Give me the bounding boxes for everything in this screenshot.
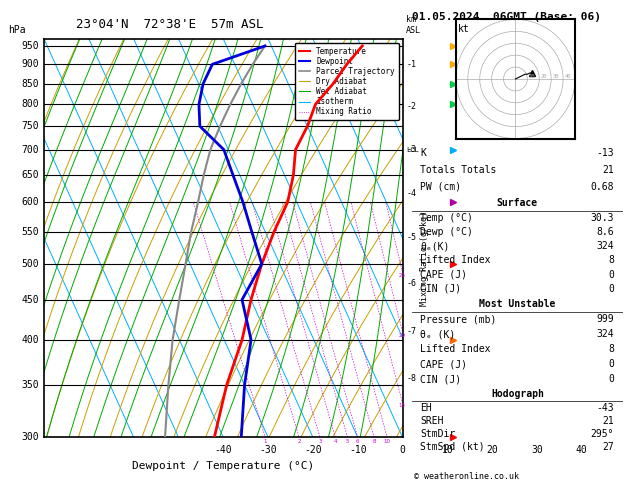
Text: 8: 8 [608,255,615,265]
Text: Dewpoint / Temperature (°C): Dewpoint / Temperature (°C) [132,461,314,471]
Text: 30: 30 [531,445,543,455]
Text: 20: 20 [486,445,498,455]
Text: 15: 15 [399,403,406,408]
Text: 850: 850 [21,79,38,89]
Text: 0: 0 [608,374,615,384]
Text: CAPE (J): CAPE (J) [420,359,467,369]
Text: 10: 10 [384,439,391,444]
Text: 350: 350 [21,380,38,390]
Text: 450: 450 [21,295,38,305]
Text: -2: -2 [406,102,416,111]
Text: Totals Totals: Totals Totals [420,165,497,175]
Text: K: K [420,148,426,158]
Text: 40: 40 [576,445,587,455]
Text: 20: 20 [399,333,406,338]
Text: 40: 40 [564,74,571,79]
Text: -4: -4 [406,189,416,198]
Text: -40: -40 [214,445,232,455]
Text: Pressure (mb): Pressure (mb) [420,314,497,325]
Text: CAPE (J): CAPE (J) [420,270,467,279]
Text: -5: -5 [406,233,416,243]
Text: 0: 0 [608,270,615,279]
Text: 10: 10 [442,445,454,455]
Text: Most Unstable: Most Unstable [479,299,555,310]
Text: 600: 600 [21,197,38,207]
Text: kt: kt [459,24,470,34]
Text: 23°04'N  72°38'E  57m ASL: 23°04'N 72°38'E 57m ASL [75,18,264,31]
Text: 3: 3 [318,439,322,444]
Text: 6: 6 [356,439,359,444]
Text: CIN (J): CIN (J) [420,284,462,294]
Text: 295°: 295° [591,429,615,439]
Text: 8: 8 [608,345,615,354]
Text: LCL: LCL [406,147,419,154]
Text: Mixing Ratio (g/kg): Mixing Ratio (g/kg) [420,210,428,306]
Text: 324: 324 [597,241,615,251]
Text: 2: 2 [298,439,301,444]
Text: -20: -20 [304,445,322,455]
Text: 300: 300 [21,433,38,442]
Text: © weatheronline.co.uk: © weatheronline.co.uk [414,472,519,481]
Text: 700: 700 [21,145,38,155]
Text: 400: 400 [21,335,38,345]
Text: 750: 750 [21,121,38,131]
Text: θₑ(K): θₑ(K) [420,241,450,251]
Text: -30: -30 [259,445,277,455]
Text: -6: -6 [406,279,416,288]
Text: 950: 950 [21,41,38,51]
Text: 800: 800 [21,99,38,109]
Text: 8.6: 8.6 [597,227,615,237]
Text: 900: 900 [21,59,38,69]
Text: hPa: hPa [8,25,26,35]
Text: 30.3: 30.3 [591,213,615,223]
Text: 21: 21 [603,416,615,426]
Text: 8: 8 [372,439,376,444]
Text: 5: 5 [346,439,349,444]
Text: 10: 10 [528,74,535,79]
Text: -43: -43 [597,402,615,413]
Text: Hodograph: Hodograph [491,389,544,399]
Text: Surface: Surface [497,198,538,208]
Text: Temp (°C): Temp (°C) [420,213,473,223]
Text: StmDir: StmDir [420,429,455,439]
Text: 25: 25 [399,273,406,278]
Text: -10: -10 [349,445,367,455]
Text: Lifted Index: Lifted Index [420,255,491,265]
Legend: Temperature, Dewpoint, Parcel Trajectory, Dry Adiabat, Wet Adiabat, Isotherm, Mi: Temperature, Dewpoint, Parcel Trajectory… [295,43,399,120]
Text: Dewp (°C): Dewp (°C) [420,227,473,237]
Text: 0: 0 [608,284,615,294]
Text: -13: -13 [597,148,615,158]
Text: -7: -7 [406,327,416,336]
Text: 0.68: 0.68 [591,182,615,192]
Text: -8: -8 [406,374,416,383]
Text: km
ASL: km ASL [406,16,421,35]
Text: StmSpd (kt): StmSpd (kt) [420,442,485,452]
Text: 500: 500 [21,259,38,269]
Text: SREH: SREH [420,416,444,426]
Text: 27: 27 [603,442,615,452]
Text: CIN (J): CIN (J) [420,374,462,384]
Text: 21: 21 [603,165,615,175]
Text: 0: 0 [399,445,406,455]
Text: 324: 324 [597,330,615,339]
Text: θₑ (K): θₑ (K) [420,330,455,339]
Text: 20: 20 [540,74,547,79]
Text: -3: -3 [406,145,416,154]
Text: EH: EH [420,402,432,413]
Text: -1: -1 [406,60,416,69]
Text: 01.05.2024  06GMT (Base: 06): 01.05.2024 06GMT (Base: 06) [412,12,601,22]
Text: 4: 4 [333,439,337,444]
Text: 30: 30 [552,74,559,79]
Text: PW (cm): PW (cm) [420,182,462,192]
Text: 999: 999 [597,314,615,325]
Text: 0: 0 [608,359,615,369]
Text: 1: 1 [264,439,267,444]
Text: 650: 650 [21,170,38,180]
Text: 550: 550 [21,226,38,237]
Text: Lifted Index: Lifted Index [420,345,491,354]
